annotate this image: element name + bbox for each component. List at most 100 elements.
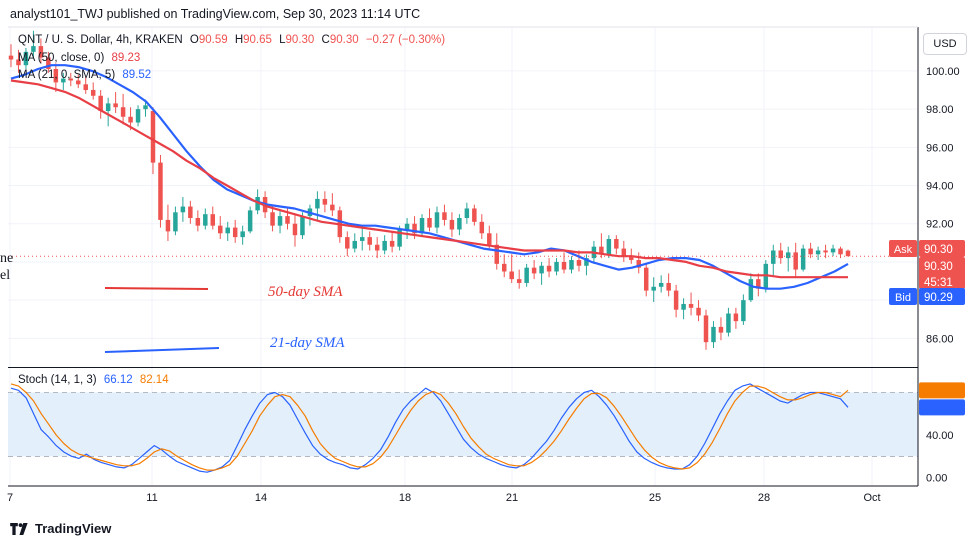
sma21-marker-line (104, 347, 220, 353)
candle-body (382, 240, 387, 251)
y-tick-label: 96.00 (926, 142, 954, 154)
stoch-k-value: 66.12 (103, 374, 133, 386)
candle-body (247, 210, 253, 232)
ma21-line (10, 64, 849, 290)
x-tick-label: 7 (7, 492, 13, 504)
currency-button[interactable]: USD (923, 33, 967, 55)
y-tick-label: 100.00 (926, 66, 960, 78)
last-price-tag: 90.30 45:31 (919, 257, 965, 289)
ma50-label: MA (50, close, 0) (18, 52, 105, 64)
high-value: 90.65 (243, 34, 272, 46)
ask-tag-value: 90.30 (924, 244, 953, 256)
x-tick-label: 11 (146, 492, 157, 504)
candle-body (449, 219, 455, 230)
candle-body (524, 267, 529, 283)
candle-body (345, 237, 350, 249)
close-label: C (321, 34, 330, 46)
ma21-label: MA (21, 0, SMA, 5) (18, 69, 116, 81)
stoch-d-axis-tag (919, 382, 965, 399)
candle-body (128, 116, 133, 123)
stoch-band (8, 392, 918, 457)
candle-body (76, 80, 81, 85)
candle-body (225, 227, 230, 234)
candle-body (793, 252, 798, 270)
candle-body (815, 250, 821, 255)
hand-annotations: 50-day SMA 21-day SMA ne el (0, 251, 345, 353)
last-price-tag-countdown: 45:31 (924, 277, 953, 289)
candle-body (673, 290, 679, 310)
brand-name: TradingView (35, 521, 112, 536)
candle-body (531, 267, 537, 274)
candle-body (277, 216, 283, 226)
stoch-k-axis-tag (919, 399, 965, 416)
candle-body (240, 231, 245, 238)
open-label: O (189, 34, 199, 46)
stoch-legend: Stoch (14, 1, 3) 66.12 82.14 (18, 374, 173, 386)
candle-body (741, 300, 746, 322)
candle-body (98, 95, 103, 112)
ma50-value: 89.23 (111, 52, 141, 64)
candle-body (23, 51, 29, 66)
candle-body (315, 198, 320, 209)
candle-body (53, 69, 59, 83)
candle-body (292, 223, 298, 236)
candle-body (218, 225, 223, 234)
candle-body (643, 267, 649, 291)
candle-body (800, 248, 806, 270)
ask-tag-label: Ask (894, 244, 913, 256)
candle-body (696, 307, 701, 316)
candle-body (158, 162, 163, 220)
sma50-annotation: 50-day SMA (268, 284, 343, 300)
high-label: H (234, 34, 244, 46)
ma50-legend: MA (50, close, 0) 89.23 (18, 52, 144, 64)
candle-body (255, 197, 260, 211)
stoch-k-line (10, 383, 849, 473)
change-value: −0.27 (−0.30%) (365, 34, 446, 46)
x-tick-label: 25 (649, 492, 661, 504)
x-tick-label: 18 (399, 492, 411, 504)
candle-body (404, 223, 410, 230)
publish-line: analyst101_TWJ published on TradingView.… (10, 7, 421, 21)
price-tags: Ask 90.30 90.30 45:31 Bid 90.29 (889, 240, 965, 416)
tradingview-logo-icon (10, 522, 28, 535)
candle-body (830, 248, 836, 253)
candle-body (38, 46, 44, 58)
candle-body (718, 326, 724, 333)
candle-body (629, 256, 634, 261)
candle-body (479, 221, 485, 234)
candle-body (808, 248, 813, 255)
candle-body (16, 59, 21, 66)
ask-tag: Ask 90.30 (889, 240, 965, 257)
candle-body (8, 55, 14, 60)
candle-body (726, 313, 731, 333)
candle-body (614, 239, 619, 249)
bid-tag: Bid 90.29 (889, 288, 965, 305)
open-value: 90.59 (198, 34, 228, 46)
candle-body (322, 198, 328, 205)
candle-body (651, 286, 656, 291)
candle-body (546, 265, 552, 272)
candle-body (501, 263, 507, 272)
candle-body (681, 303, 686, 310)
candle-body (419, 218, 425, 234)
y-tick-label: 92.00 (926, 219, 954, 231)
candle-body (785, 252, 791, 259)
candle-body (434, 212, 440, 228)
bid-tag-label: Bid (895, 292, 911, 304)
symbol-name: QNT / U. S. Dollar, 4h, KRAKEN (18, 34, 183, 46)
ma21-value: 89.52 (122, 69, 152, 81)
candle-body (352, 240, 358, 249)
candle-body (539, 265, 544, 274)
y-tick-label: 98.00 (926, 104, 954, 116)
bid-tag-label-box (889, 288, 917, 305)
stoch-label: Stoch (14, 1, 3) (18, 374, 97, 386)
ma50-line (10, 79, 848, 279)
candle-body (666, 282, 671, 291)
candle-body (374, 244, 380, 251)
candle-body (823, 250, 828, 253)
candle-body (442, 212, 447, 220)
candle-body (427, 218, 432, 228)
candle-body (105, 103, 111, 112)
candle-body (120, 107, 126, 117)
y-tick-label: 94.00 (926, 181, 954, 193)
